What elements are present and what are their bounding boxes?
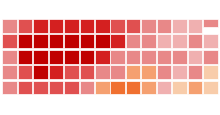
Bar [64,35,79,49]
Bar [49,81,63,95]
Bar [203,66,218,79]
Bar [110,35,125,49]
Bar [95,66,110,79]
Bar [141,50,156,64]
Bar [188,81,202,95]
Bar [33,50,48,64]
Bar [157,50,171,64]
Bar [49,50,63,64]
Bar [2,81,17,95]
Bar [49,20,63,33]
Bar [2,20,17,33]
Bar [126,35,141,49]
Bar [172,81,187,95]
Bar [203,50,218,64]
Bar [188,50,202,64]
Bar [126,50,141,64]
Bar [172,35,187,49]
Bar [172,50,187,64]
Bar [110,20,125,33]
Bar [188,20,202,33]
Bar [172,66,187,79]
Bar [64,50,79,64]
Bar [79,20,94,33]
Bar [172,20,187,33]
Bar [18,50,32,64]
Bar [203,81,218,95]
Bar [18,35,32,49]
Bar [95,20,110,33]
Bar [64,81,79,95]
Bar [157,20,171,33]
Bar [33,35,48,49]
Bar [79,81,94,95]
Bar [141,20,156,33]
Bar [79,66,94,79]
Bar [79,50,94,64]
Bar [126,81,141,95]
Bar [95,81,110,95]
Bar [18,66,32,79]
Bar [110,81,125,95]
Bar [64,66,79,79]
Bar [33,66,48,79]
Bar [18,81,32,95]
Bar [203,35,218,49]
Bar [110,66,125,79]
Bar [2,35,17,49]
Bar [157,35,171,49]
Bar [79,35,94,49]
Bar [49,35,63,49]
Bar [203,20,218,28]
Bar [2,66,17,79]
Bar [188,35,202,49]
Bar [157,81,171,95]
Bar [2,50,17,64]
Bar [110,50,125,64]
Bar [126,66,141,79]
Bar [49,66,63,79]
Bar [126,20,141,33]
Bar [18,20,32,33]
Bar [64,20,79,33]
Bar [157,66,171,79]
Bar [188,66,202,79]
Bar [33,81,48,95]
Bar [141,81,156,95]
Bar [141,66,156,79]
Bar [95,35,110,49]
Bar [141,35,156,49]
Bar [95,50,110,64]
Bar [33,20,48,33]
